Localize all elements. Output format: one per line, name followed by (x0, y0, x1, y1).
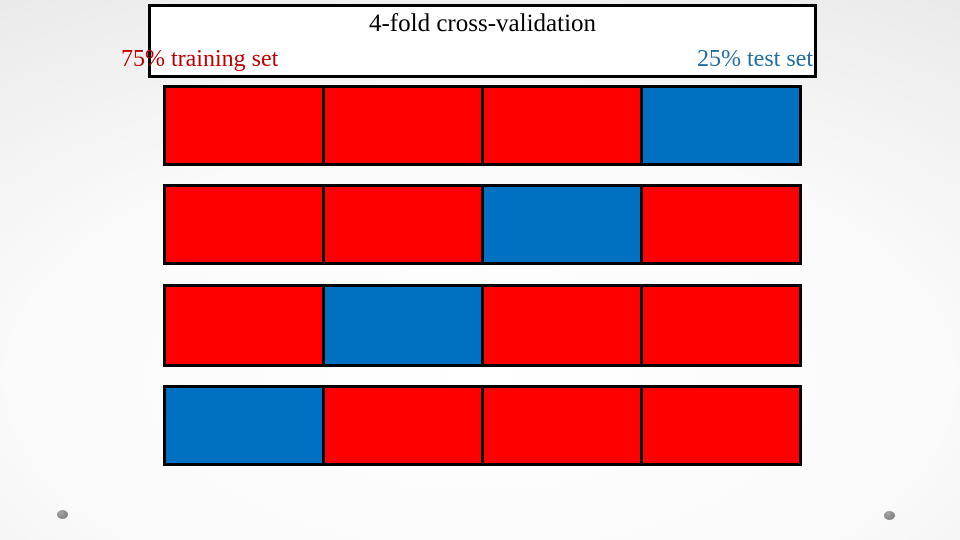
block-train (166, 287, 322, 364)
fold-row-fold-4 (163, 385, 802, 466)
block-train (484, 88, 640, 163)
block-train (643, 287, 799, 364)
training-set-label: 75% training set (121, 46, 279, 72)
block-test (166, 388, 322, 463)
block-train (325, 388, 481, 463)
block-train (325, 88, 481, 163)
decorative-dot-right (884, 511, 895, 520)
block-test (484, 187, 640, 262)
title-box (148, 4, 817, 78)
slide-title: 4-fold cross-validation (368, 10, 597, 37)
fold-row-fold-3 (163, 284, 802, 367)
block-train (643, 388, 799, 463)
block-test (325, 287, 481, 364)
block-test (643, 88, 799, 163)
block-train (325, 187, 481, 262)
decorative-dot-left (57, 510, 68, 519)
block-train (166, 88, 322, 163)
fold-row-fold-1 (163, 85, 802, 166)
fold-row-fold-2 (163, 184, 802, 265)
block-train (166, 187, 322, 262)
block-train (484, 388, 640, 463)
test-set-label: 25% test set (697, 46, 813, 72)
block-train (484, 287, 640, 364)
block-train (643, 187, 799, 262)
